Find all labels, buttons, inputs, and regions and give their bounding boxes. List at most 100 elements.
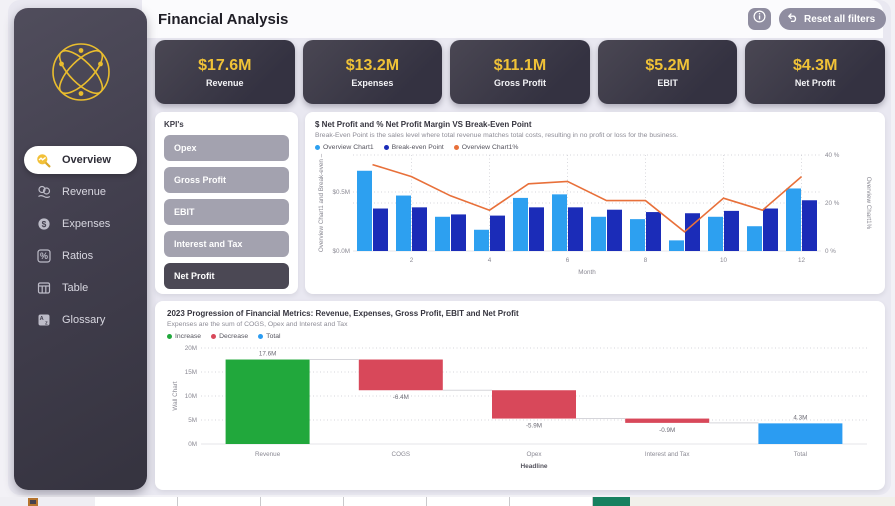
svg-text:0M: 0M: [188, 441, 197, 448]
svg-text:Overview Chart1%: Overview Chart1%: [865, 177, 872, 230]
legend-label: Decrease: [219, 333, 249, 340]
svg-text:40 %: 40 %: [825, 152, 840, 159]
sheet-right-area: [630, 497, 895, 506]
svg-text:15M: 15M: [185, 369, 197, 376]
kpi-label: Gross Profit: [493, 77, 546, 88]
kpi-cards-row: $17.6M Revenue $13.2M Expenses $11.1M Gr…: [155, 40, 885, 104]
kpi-value: $11.1M: [493, 56, 547, 74]
svg-text:4.3M: 4.3M: [793, 414, 807, 421]
sidebar-item-ratios[interactable]: % Ratios: [24, 242, 137, 270]
glossary-icon: A z: [36, 313, 51, 328]
sheet-highlight-cell: [593, 497, 631, 506]
undo-icon: [787, 12, 798, 26]
svg-text:Opex: Opex: [526, 451, 542, 458]
kpi-filter-gross-profit[interactable]: Gross Profit: [164, 167, 289, 193]
legend-label: Break-even Point: [391, 144, 444, 151]
waterfall-chart-panel: 2023 Progression of Financial Metrics: R…: [155, 301, 885, 490]
legend-dot: [258, 334, 264, 339]
svg-text:$0.5M: $0.5M: [332, 189, 350, 196]
info-icon: [753, 10, 766, 28]
page-title: Financial Analysis: [158, 11, 289, 28]
kpi-value: $4.3M: [792, 56, 838, 74]
sidebar-item-table[interactable]: Table: [24, 274, 137, 302]
svg-text:Wall Chart: Wall Chart: [172, 381, 179, 410]
sheet-cell: [344, 497, 427, 506]
kpi-value: $5.2M: [645, 56, 690, 74]
sidebar-item-label: Revenue: [62, 186, 107, 198]
sidebar-item-label: Expenses: [62, 218, 111, 230]
chart2-title: 2023 Progression of Financial Metrics: R…: [167, 309, 519, 318]
sheet-cell: [261, 497, 344, 506]
kpi-filter-panel: KPI's Opex Gross Profit EBIT Interest an…: [155, 112, 298, 294]
svg-text:$: $: [41, 219, 46, 229]
sheet-cell: [95, 497, 178, 506]
kpi-label: EBIT: [657, 77, 678, 88]
kpi-card-gross-profit: $11.1M Gross Profit: [450, 40, 590, 104]
sidebar-item-label: Table: [62, 282, 89, 294]
legend-label: Increase: [175, 333, 202, 340]
svg-text:$0.0M: $0.0M: [332, 248, 350, 255]
svg-text:-6.4M: -6.4M: [393, 394, 409, 401]
kpi-filter-net-profit[interactable]: Net Profit: [164, 263, 289, 289]
svg-text:4: 4: [488, 257, 492, 264]
info-button[interactable]: [748, 8, 771, 30]
svg-text:5M: 5M: [188, 417, 197, 424]
svg-text:Revenue: Revenue: [255, 451, 281, 458]
svg-text:8: 8: [644, 257, 648, 264]
svg-text:Overview Chart1 and Break-even: Overview Chart1 and Break-even –: [318, 153, 325, 252]
legend-label: Overview Chart1: [323, 144, 374, 151]
kpi-card-revenue: $17.6M Revenue: [155, 40, 295, 104]
svg-text:%: %: [39, 251, 47, 261]
svg-text:A: A: [39, 316, 43, 322]
svg-text:2: 2: [410, 257, 414, 264]
sidebar: Overview Revenue $ Expenses: [14, 8, 147, 490]
chart1-title: $ Net Profit and % Net Profit Margin VS …: [315, 120, 532, 129]
legend-dot: [383, 145, 389, 150]
kpi-card-expenses: $13.2M Expenses: [302, 40, 443, 104]
expenses-icon: $: [36, 217, 51, 232]
kpi-label: Expenses: [351, 77, 394, 88]
svg-text:6: 6: [566, 257, 570, 264]
svg-text:20M: 20M: [185, 345, 197, 352]
kpi-card-ebit: $5.2M EBIT: [597, 40, 738, 104]
svg-text:-5.9M: -5.9M: [526, 423, 542, 430]
reset-filters-button[interactable]: Reset all filters: [779, 8, 887, 30]
svg-text:Headline: Headline: [520, 463, 547, 470]
kpi-label: Net Profit: [794, 77, 836, 88]
svg-text:20 %: 20 %: [825, 200, 840, 207]
netprofit-breakeven-combo-chart[interactable]: 2 4 6 8 10 12 $0.0M $0.5M 0 % 20 % 40 % Month Overvi…: [315, 151, 875, 279]
kpi-filter-opex[interactable]: Opex: [164, 135, 289, 161]
svg-text:-0.9M: -0.9M: [659, 427, 675, 434]
kpi-card-net-profit: $4.3M Net Profit: [745, 40, 885, 104]
ratios-icon: %: [36, 249, 51, 264]
svg-text:12: 12: [798, 257, 806, 264]
sidebar-item-overview[interactable]: Overview: [24, 146, 137, 174]
legend-dot: [315, 145, 320, 150]
sheet-cell: [510, 497, 593, 506]
kpi-filter-ebit[interactable]: EBIT: [164, 199, 289, 225]
kpi-filter-interest-tax[interactable]: Interest and Tax: [164, 231, 289, 257]
svg-text:Interest and Tax: Interest and Tax: [645, 451, 691, 458]
revenue-icon: [36, 185, 51, 200]
svg-text:10: 10: [720, 257, 728, 264]
sheet-cell: [178, 497, 261, 506]
netprofit-breakeven-chart-panel: $ Net Profit and % Net Profit Margin VS …: [305, 112, 885, 294]
sidebar-item-label: Ratios: [62, 250, 94, 262]
chart2-subtitle: Expenses are the sum of COGS, Opex and I…: [167, 321, 348, 328]
svg-text:Month: Month: [578, 269, 596, 276]
sidebar-item-glossary[interactable]: A z Glossary: [24, 306, 137, 334]
svg-text:Total: Total: [794, 451, 807, 458]
svg-text:COGS: COGS: [392, 451, 411, 458]
kpi-label: Revenue: [206, 77, 244, 88]
sidebar-item-expenses[interactable]: $ Expenses: [24, 210, 137, 238]
legend-dot: [211, 334, 217, 339]
svg-text:10M: 10M: [185, 393, 197, 400]
svg-text:17.6M: 17.6M: [259, 351, 277, 358]
sidebar-item-label: Overview: [62, 154, 111, 166]
financial-waterfall-chart[interactable]: 0M 5M 10M 15M 20M 17.6M Revenue -6.4M COGS -5.9M O…: [167, 340, 873, 474]
sidebar-item-revenue[interactable]: Revenue: [24, 178, 137, 206]
chart1-subtitle: Break-Even Point is the sales level wher…: [315, 132, 679, 139]
sheet-cell: [427, 497, 510, 506]
sheet-cell-icon: [28, 498, 38, 506]
logo-globe-icon: [47, 38, 115, 111]
